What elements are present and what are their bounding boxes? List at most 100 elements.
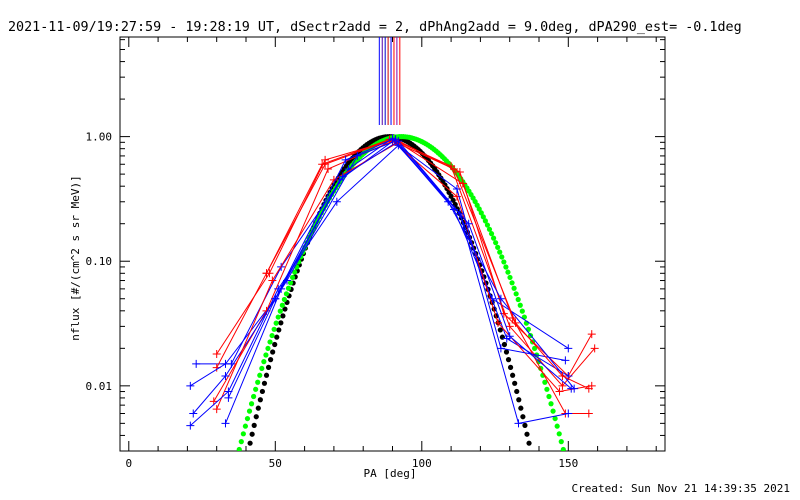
plus-marker: [444, 197, 453, 206]
plus-marker: [221, 371, 230, 380]
fit-dot: [526, 440, 532, 446]
fit-dot: [507, 364, 514, 370]
plus-marker: [212, 350, 221, 359]
fit-dot: [497, 249, 503, 255]
series-line: [192, 140, 575, 414]
fit-dot: [560, 446, 566, 451]
fit-dot: [240, 431, 246, 437]
fit-dot: [270, 349, 276, 355]
fit-dot: [261, 359, 267, 365]
fit-dot: [282, 306, 288, 312]
fit-dot: [274, 334, 280, 340]
fit-dot: [482, 218, 488, 224]
fit-dot: [263, 372, 270, 378]
x-tick-label: 150: [558, 457, 578, 470]
plus-marker: [192, 359, 201, 368]
fit-dot: [514, 388, 520, 395]
fit-dot: [257, 372, 263, 378]
plus-marker: [558, 371, 567, 380]
fit-dot: [509, 280, 515, 286]
y-axis-label: nflux [#/(cm^2 s sr MeV)]: [69, 175, 82, 341]
plus-marker: [271, 294, 280, 303]
fit-dot: [511, 285, 517, 291]
fit-dot: [242, 423, 249, 429]
plus-marker: [505, 322, 514, 331]
plus-marker: [189, 409, 198, 418]
fit-dot: [261, 380, 268, 386]
fit-dot: [263, 352, 269, 358]
data-series-line: [186, 141, 570, 430]
plus-marker: [452, 192, 461, 201]
fit-dot: [520, 414, 526, 420]
fit-curves: [236, 134, 566, 451]
fit-dot: [546, 393, 552, 400]
fit-dot: [253, 414, 259, 420]
fit-dot: [548, 401, 554, 407]
plus-marker: [590, 344, 599, 353]
fit-dot: [236, 446, 242, 451]
plus-marker: [221, 359, 230, 368]
plus-marker: [464, 219, 473, 228]
plus-marker: [514, 419, 523, 428]
fit-dot: [517, 302, 523, 308]
fit-dot: [490, 235, 497, 241]
fit-dot: [267, 339, 273, 345]
plus-marker: [268, 276, 277, 285]
fit-dot: [516, 397, 522, 403]
fit-dot: [499, 254, 505, 260]
plot-border: [119, 36, 666, 452]
fit-dot: [510, 372, 516, 378]
x-tick-label: 100: [412, 457, 432, 470]
fit-dot: [279, 302, 285, 308]
plus-marker: [505, 332, 514, 341]
fit-dot: [558, 439, 564, 445]
fit-dot: [515, 296, 521, 303]
series-line: [190, 138, 569, 387]
fit-dot: [247, 440, 253, 446]
fit-dot: [268, 357, 274, 363]
fit-dot: [259, 365, 265, 372]
fit-dot: [478, 210, 484, 216]
data-series-line: [212, 138, 593, 418]
fit-dot: [542, 379, 548, 385]
fit-dot: [257, 397, 263, 403]
data-series-line: [224, 135, 576, 402]
plus-marker: [186, 381, 195, 390]
plus-marker: [564, 409, 573, 418]
plus-marker: [388, 135, 397, 144]
fit-dot: [499, 334, 505, 340]
fit-dot: [544, 386, 550, 392]
fit-dot: [244, 415, 251, 422]
plus-marker: [212, 405, 221, 414]
fit-dot: [522, 422, 528, 428]
fit-dot: [497, 327, 503, 333]
x-tick-label: 0: [125, 457, 132, 470]
fit-dot: [287, 280, 294, 286]
plus-marker: [318, 160, 327, 169]
plus-marker: [186, 421, 195, 430]
plus-marker: [394, 137, 403, 146]
plus-marker: [496, 294, 505, 303]
fit-dot: [512, 380, 518, 386]
data-series-line: [262, 135, 593, 393]
fit-dot: [249, 431, 255, 437]
fit-dot: [273, 320, 279, 326]
created-timestamp: Created: Sun Nov 21 14:39:35 2021: [571, 482, 790, 495]
fit-dot: [503, 349, 510, 355]
plot-frame: [119, 36, 666, 452]
plus-marker: [262, 269, 271, 278]
y-axis-ticks: 0.01 0.10 1.00: [86, 39, 665, 452]
fit-dot: [525, 326, 532, 332]
fit-dot: [253, 386, 259, 392]
fit-dot: [493, 240, 499, 246]
data-series-line: [186, 135, 573, 390]
fit-dot: [277, 308, 283, 314]
y-tick-label: 1.00: [86, 131, 113, 144]
fit-dot: [550, 408, 556, 414]
fit-dot: [532, 345, 538, 352]
plus-marker: [561, 356, 570, 365]
plus-marker: [450, 164, 459, 173]
fit-dot: [495, 244, 501, 250]
fit-curve: [236, 134, 566, 451]
